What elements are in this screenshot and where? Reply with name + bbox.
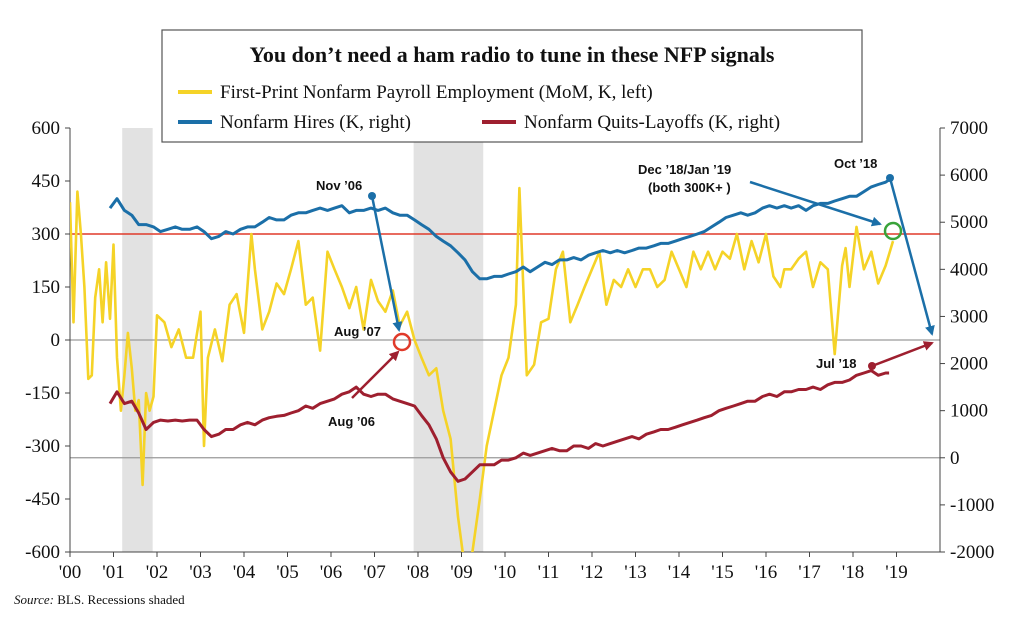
left-tick-label-8: -600 xyxy=(25,542,60,563)
arrow-aug06 xyxy=(351,350,400,399)
x-tick-label-12: '12 xyxy=(581,562,603,583)
right-tick-label-8: -1000 xyxy=(950,495,994,516)
source-note: Source: BLS. Recessions shaded xyxy=(14,592,185,607)
chart-title: You don’t need a ham radio to tune in th… xyxy=(249,42,774,67)
right-tick-label-5: 2000 xyxy=(950,354,988,375)
left-tick-label-5: -150 xyxy=(25,383,60,404)
arrow-oct18 xyxy=(888,177,935,336)
reference-lines xyxy=(70,233,940,459)
x-tick-label-16: '16 xyxy=(755,562,777,583)
arrow-nov06 xyxy=(370,195,403,332)
right-tick-label-3: 4000 xyxy=(950,259,988,280)
arrow-dec18 xyxy=(749,180,882,227)
right-tick-label-1: 6000 xyxy=(950,165,988,186)
annotation-arrows xyxy=(351,174,935,399)
marker-nov06 xyxy=(368,192,376,200)
right-tick-label-4: 3000 xyxy=(950,306,988,327)
legend-label-payroll: First-Print Nonfarm Payroll Employment (… xyxy=(220,82,653,103)
x-tick-label-15: '15 xyxy=(711,562,733,583)
legend-label-quits: Nonfarm Quits-Layoffs (K, right) xyxy=(524,112,780,133)
right-tick-label-7: 0 xyxy=(950,448,960,469)
x-tick-label-3: '03 xyxy=(189,562,211,583)
annotation-dec18-line1: Dec ’18/Jan ’19 xyxy=(638,162,731,177)
series-line-1 xyxy=(108,178,890,281)
left-tick-label-6: -300 xyxy=(25,436,60,457)
annotation-aug06: Aug ’06 xyxy=(328,414,375,429)
x-tick-label-6: '06 xyxy=(320,562,342,583)
left-tick-label-0: 600 xyxy=(32,118,61,139)
x-tick-label-1: '01 xyxy=(102,562,124,583)
axis-ticks: 600 450 300 150 0 -150 -300 -450 -600 7000 6000 500… xyxy=(25,118,994,583)
x-tick-label-9: '09 xyxy=(450,562,472,583)
annotation-dec18-line2: (both 300K+ ) xyxy=(648,180,731,195)
left-tick-label-4: 0 xyxy=(51,330,61,351)
x-tick-label-10: '10 xyxy=(494,562,516,583)
x-tick-label-11: '11 xyxy=(538,562,560,583)
x-tick-label-8: '08 xyxy=(407,562,429,583)
x-tick-label-0: '00 xyxy=(59,562,81,583)
x-tick-label-18: '18 xyxy=(842,562,864,583)
x-tick-label-17: '17 xyxy=(798,562,820,583)
series-lines xyxy=(70,178,895,552)
annotation-oct18: Oct ’18 xyxy=(834,156,877,171)
left-tick-label-3: 150 xyxy=(32,277,61,298)
x-tick-label-14: '14 xyxy=(668,562,691,583)
arrow-jul18 xyxy=(871,341,934,368)
x-tick-label-4: '04 xyxy=(233,562,256,583)
x-tick-label-5: '05 xyxy=(276,562,298,583)
right-tick-label-0: 7000 xyxy=(950,118,988,139)
source-label: Source: xyxy=(14,592,54,607)
x-tick-label-2: '02 xyxy=(146,562,168,583)
annotation-aug07: Aug ’07 xyxy=(334,324,381,339)
left-tick-label-1: 450 xyxy=(32,171,61,192)
x-tick-label-13: '13 xyxy=(624,562,646,583)
highlight-circle-dec18 xyxy=(883,221,903,241)
x-tick-label-7: '07 xyxy=(363,562,385,583)
marker-jul18 xyxy=(868,362,876,370)
left-tick-label-7: -450 xyxy=(25,489,60,510)
series-line-0 xyxy=(70,186,895,552)
annotation-nov06: Nov ’06 xyxy=(316,178,362,193)
highlight-circle-aug07 xyxy=(392,332,412,352)
legend-label-hires: Nonfarm Hires (K, right) xyxy=(220,112,411,133)
right-tick-label-9: -2000 xyxy=(950,542,994,563)
marker-oct18 xyxy=(886,174,894,182)
annotation-jul18: Jul ’18 xyxy=(816,356,856,371)
right-tick-label-2: 5000 xyxy=(950,212,988,233)
series-line-2 xyxy=(108,369,890,483)
right-tick-label-6: 1000 xyxy=(950,401,988,422)
source-text: BLS. Recessions shaded xyxy=(54,592,185,607)
legend-box: You don’t need a ham radio to tune in th… xyxy=(161,29,863,143)
left-tick-label-2: 300 xyxy=(32,224,61,245)
annotation-labels: Nov ’06 Aug ’07 Aug ’06 Dec ’18/Jan ’19 … xyxy=(316,156,877,429)
x-tick-label-19: '19 xyxy=(885,562,907,583)
